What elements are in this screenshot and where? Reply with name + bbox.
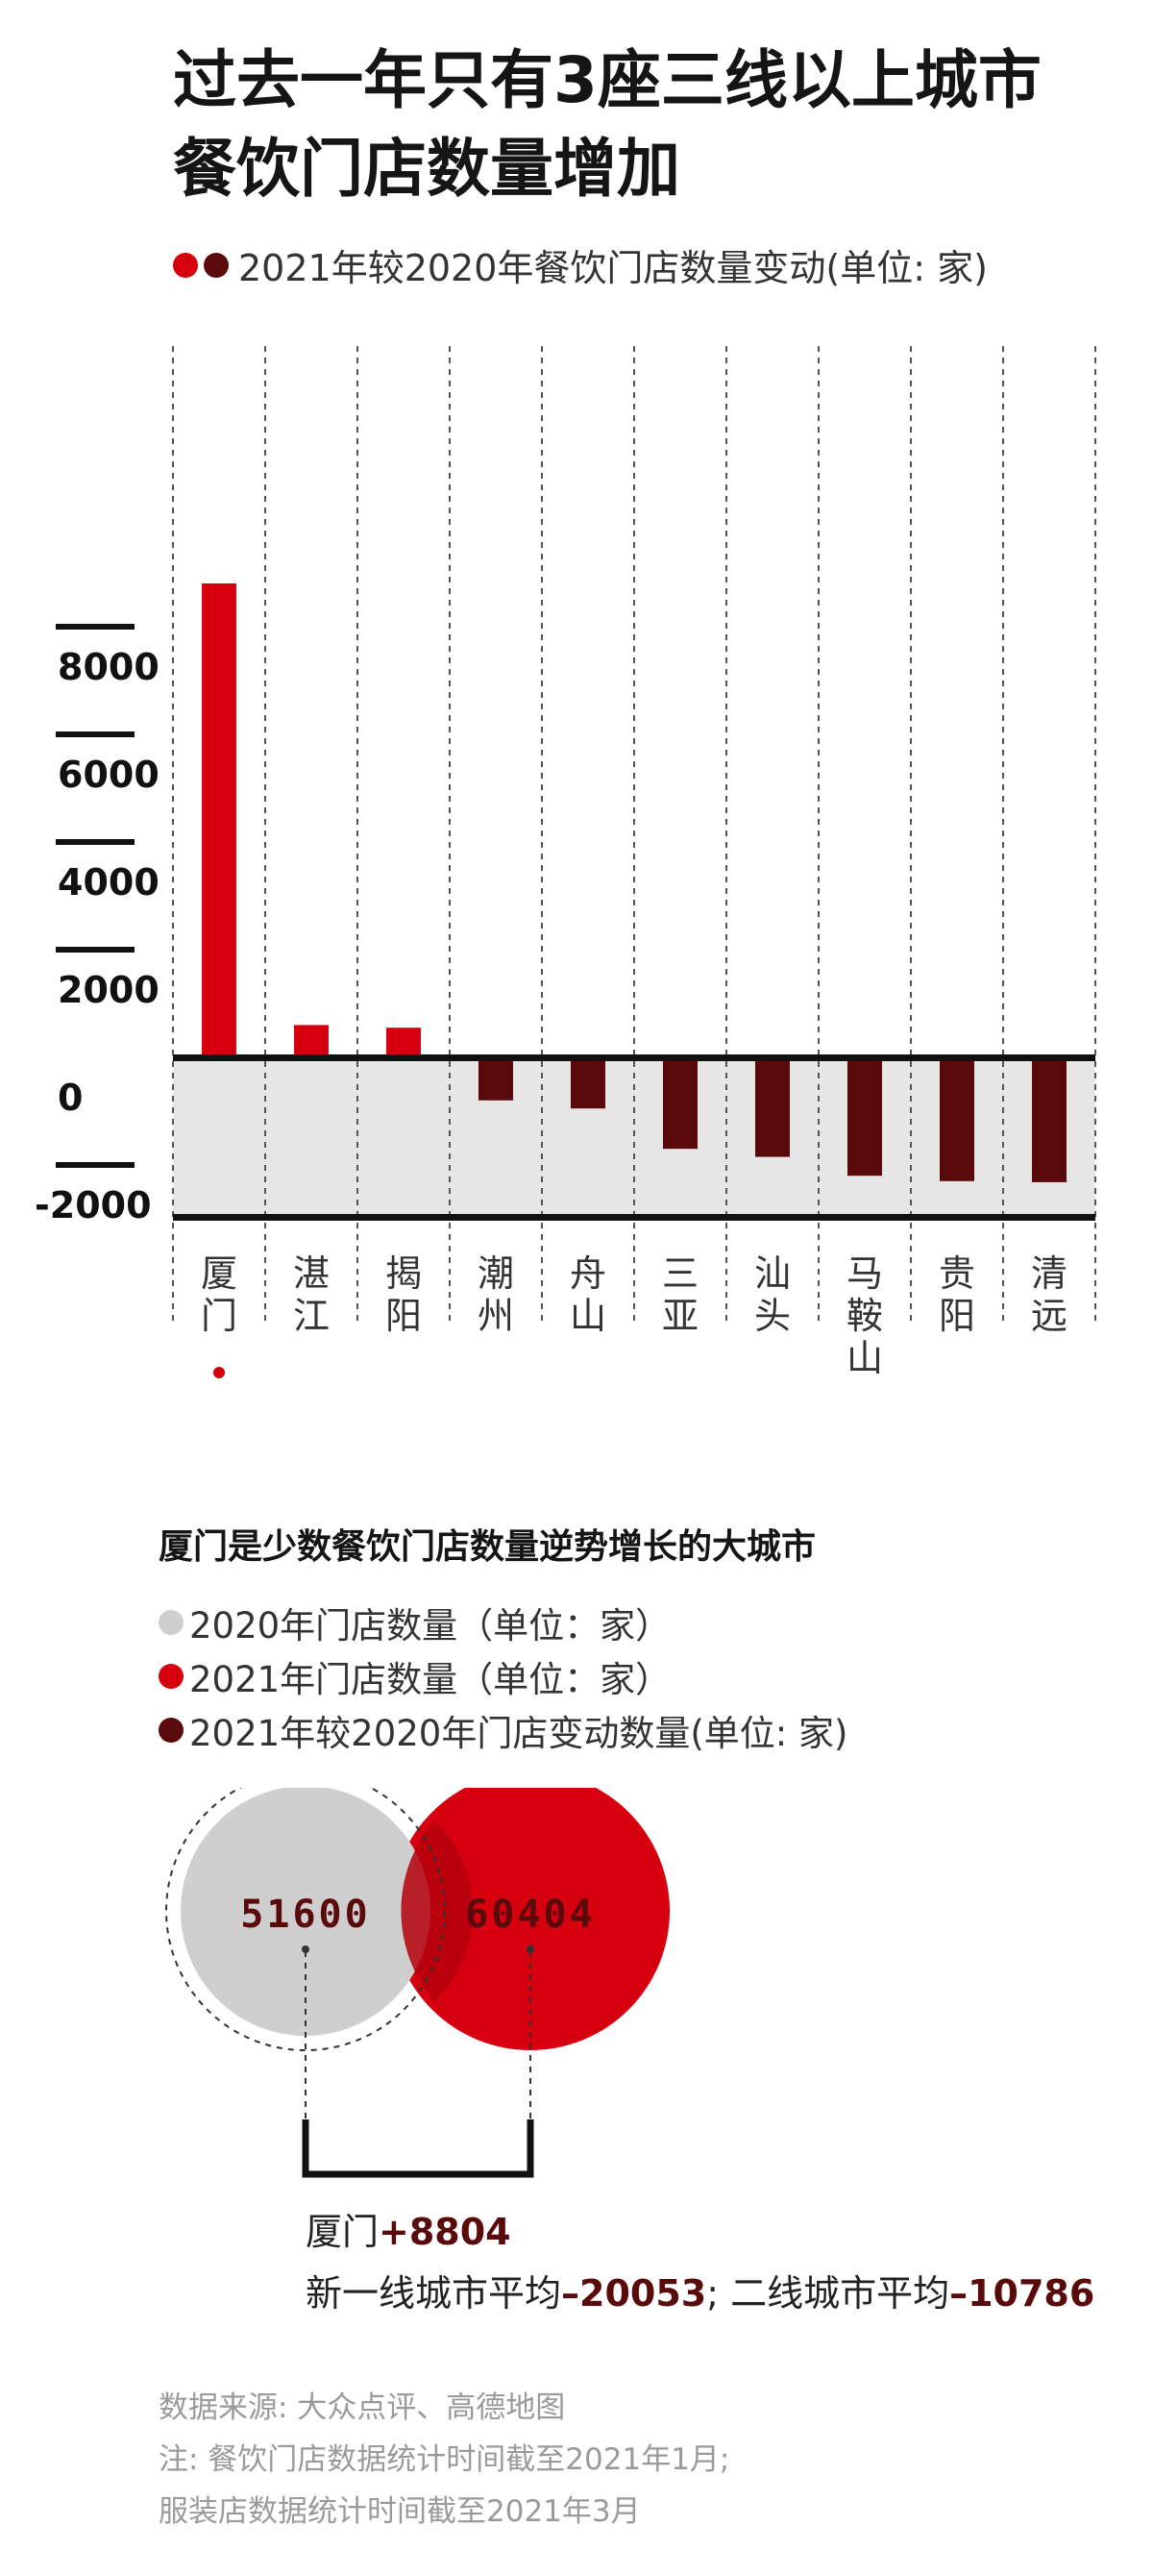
- y-tick-mark: [56, 731, 135, 737]
- circle-2020: [181, 1788, 430, 2036]
- legend-dot-2021: [159, 1664, 184, 1689]
- legend-label: 2021年较2020年餐饮门店数量变动(单位: 家): [238, 247, 988, 289]
- y-tick-label: 4000: [58, 861, 159, 904]
- connector-dot-left: [302, 1945, 309, 1953]
- summary: 厦门+8804 新一线城市平均–20053; 二线城市平均–10786: [306, 2201, 1094, 2324]
- category-label: 厦门: [201, 1252, 237, 1337]
- y-tick-mark: [56, 624, 135, 630]
- y-tick-label: 0: [58, 1077, 83, 1119]
- bar-湛江: [294, 1025, 329, 1057]
- title-line-2: 餐饮门店数量增加: [173, 132, 680, 206]
- circle-2021: [391, 1788, 670, 2050]
- y-tick-label: -2000: [35, 1184, 152, 1226]
- bar-厦门: [202, 582, 236, 1057]
- y-tick-label: 8000: [58, 646, 159, 688]
- circle-overlap: [401, 1821, 474, 2001]
- bottom-axis: [173, 1214, 1095, 1221]
- legend-row-2021: 2021年门店数量（单位：家）: [159, 1649, 847, 1703]
- category-label: 揭阳: [385, 1252, 422, 1337]
- bar-清远: [1032, 1057, 1067, 1182]
- category-label: 潮州: [478, 1252, 514, 1337]
- summary-line-2: 新一线城市平均–20053; 二线城市平均–10786: [306, 2263, 1094, 2324]
- difference-bracket: [302, 2119, 534, 2178]
- legend-dot-decrease: [204, 252, 229, 278]
- section-title: 厦门是少数餐饮门店数量逆势增长的大城市: [159, 1527, 817, 1567]
- category-label: 清远: [1031, 1252, 1067, 1337]
- summary-label-b: ; 二线城市平均: [706, 2272, 950, 2315]
- legend-dot-increase: [173, 252, 198, 278]
- category-label: 马鞍山: [846, 1252, 883, 1379]
- source-line-1: 数据来源: 大众点评、高德地图: [159, 2390, 566, 2425]
- summary-line-1: 厦门+8804: [306, 2201, 1094, 2263]
- connector-dot-right: [527, 1945, 534, 1953]
- zero-axis: [173, 1054, 1095, 1061]
- y-tick-mark: [56, 839, 135, 845]
- bar-贵阳: [940, 1057, 974, 1181]
- title-line-1: 过去一年只有3座三线以上城市: [173, 43, 1042, 117]
- bar-马鞍山: [847, 1057, 882, 1177]
- y-tick-label: 2000: [58, 969, 159, 1011]
- summary-label-a: 新一线城市平均: [306, 2272, 562, 2315]
- highlight-dot: [213, 1367, 225, 1378]
- legend-dot-change: [159, 1718, 184, 1743]
- summary-value-a: –20053: [561, 2272, 707, 2315]
- venn-diagram: 51600 60404: [165, 1788, 670, 2178]
- category-label: 汕头: [754, 1252, 791, 1337]
- page-title: 过去一年只有3座三线以上城市 餐饮门店数量增加: [173, 37, 1115, 213]
- bar-揭阳: [386, 1028, 421, 1057]
- circle-2020-dashed-outline: [165, 1788, 446, 2051]
- venn-legend: 2020年门店数量（单位：家） 2021年门店数量（单位：家） 2021年较20…: [159, 1596, 847, 1757]
- bar-三亚: [663, 1057, 698, 1150]
- legend-dot-2020: [159, 1610, 184, 1635]
- y-tick-label: 6000: [58, 754, 159, 796]
- category-label: 舟山: [570, 1252, 606, 1337]
- legend-label-2020: 2020年门店数量（单位：家）: [189, 1605, 672, 1647]
- bar-潮州: [478, 1057, 513, 1101]
- bar-舟山: [571, 1057, 605, 1109]
- y-tick-mark: [56, 1162, 135, 1168]
- bar-汕头: [755, 1057, 790, 1157]
- chart-legend: 2021年较2020年餐饮门店数量变动(单位: 家): [173, 238, 988, 291]
- category-label: 湛江: [293, 1252, 330, 1337]
- source-notes: 数据来源: 大众点评、高德地图 注: 餐饮门店数据统计时间截至2021年1月; …: [159, 2382, 729, 2538]
- category-label: 三亚: [662, 1252, 699, 1337]
- category-label: 贵阳: [939, 1252, 975, 1337]
- legend-label-change: 2021年较2020年门店变动数量(单位: 家): [189, 1713, 848, 1754]
- summary-value-b: –10786: [949, 2272, 1095, 2315]
- summary-city: 厦门: [306, 2211, 380, 2253]
- source-line-3: 服装店数据统计时间截至2021年3月: [159, 2494, 641, 2529]
- y-tick-mark: [56, 947, 135, 953]
- legend-row-2020: 2020年门店数量（单位：家）: [159, 1596, 847, 1649]
- legend-row-change: 2021年较2020年门店变动数量(单位: 家): [159, 1703, 847, 1757]
- legend-label-2021: 2021年门店数量（单位：家）: [189, 1659, 672, 1700]
- summary-city-change: +8804: [379, 2211, 511, 2253]
- venn-value-2020: 51600: [240, 1893, 370, 1937]
- source-line-2: 注: 餐饮门店数据统计时间截至2021年1月;: [159, 2442, 730, 2477]
- venn-value-2021: 60404: [465, 1893, 595, 1937]
